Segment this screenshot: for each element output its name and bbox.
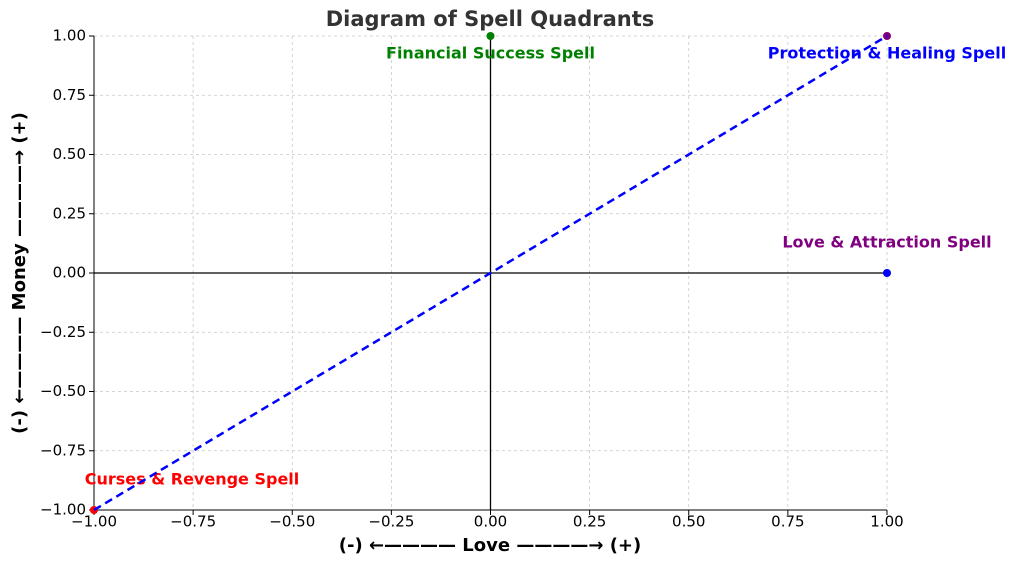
y-tick-label: −0.25 [40, 323, 86, 341]
chart-title: Diagram of Spell Quadrants [326, 7, 655, 31]
y-tick-label: 0.00 [53, 264, 86, 282]
x-axis-label: (-) ←———— Love ————→ (+) [339, 535, 641, 556]
x-tick-label: 0.50 [672, 513, 705, 531]
x-tick-label: 1.00 [870, 513, 903, 531]
diagonal-line [93, 34, 888, 512]
y-axis-label: (-) ←———— Money ————→ (+) [9, 112, 30, 434]
point-label: Financial Success Spell [386, 44, 595, 63]
y-tick-label: 0.25 [53, 204, 86, 222]
x-tick-label: −1.00 [71, 513, 117, 531]
x-tick-label: −0.50 [269, 513, 315, 531]
point-label: Curses & Revenge Spell [85, 470, 300, 489]
x-tick-label: −0.75 [170, 513, 216, 531]
y-tick-label: −1.00 [40, 501, 86, 519]
x-tick-label: 0.75 [771, 513, 804, 531]
point [486, 32, 495, 40]
point-label: Protection & Healing Spell [768, 44, 1006, 63]
x-tick-label: 0.00 [474, 513, 507, 531]
y-tick-label: 1.00 [53, 27, 86, 45]
y-tick-label: −0.50 [40, 382, 86, 400]
point [883, 269, 891, 277]
y-tick-label: 0.50 [53, 145, 86, 163]
x-tick-label: 0.25 [573, 513, 606, 531]
x-tick-label: −0.25 [368, 513, 414, 531]
y-tick-label: 0.75 [53, 86, 86, 104]
point-label: Love & Attraction Spell [782, 233, 991, 252]
y-tick-label: −0.75 [40, 441, 86, 459]
